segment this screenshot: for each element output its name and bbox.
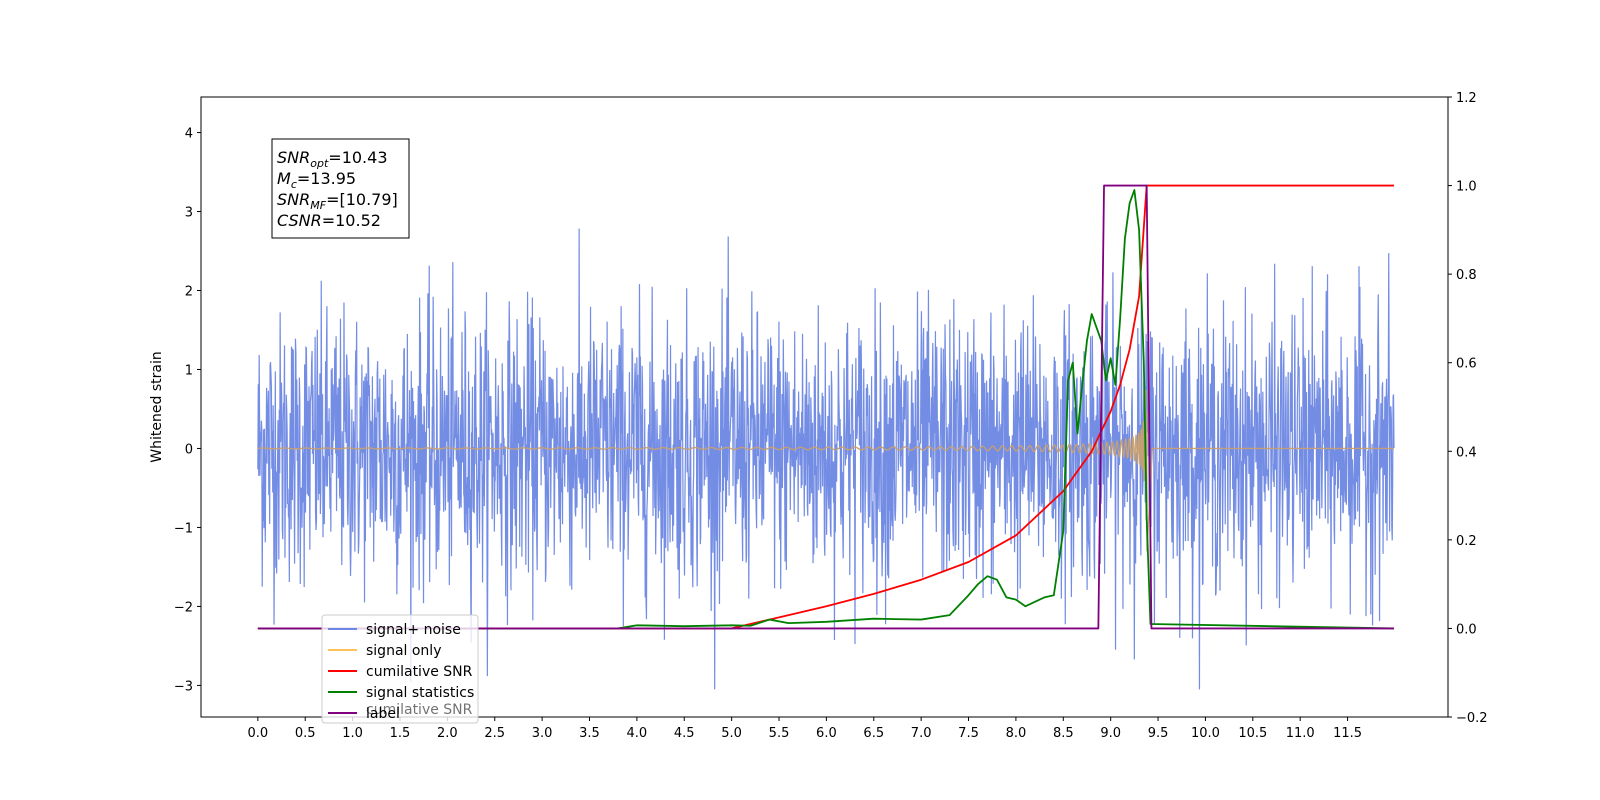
x-tick-label: 11.5 xyxy=(1333,726,1362,741)
x-tick-label: 0.0 xyxy=(248,726,269,741)
y2-tick-label: 1.0 xyxy=(1456,180,1477,195)
x-tick-label: 3.0 xyxy=(532,726,553,741)
x-tick-label: 6.0 xyxy=(816,726,837,741)
legend-label: signal only xyxy=(366,643,441,659)
x-tick-label: 10.0 xyxy=(1191,726,1220,741)
legend: cumilative SNR signal+ noise signal only cu… xyxy=(321,614,479,724)
legend-label: signal statistics xyxy=(366,685,474,701)
x-tick-label: 2.0 xyxy=(437,726,458,741)
x-tick-label: 9.5 xyxy=(1148,726,1169,741)
x-tick-label: 10.5 xyxy=(1238,726,1267,741)
y-axis-left: −3 −2 −1 0 1 2 3 4 xyxy=(174,127,201,694)
y2-tick-label: −0.2 xyxy=(1456,711,1488,726)
x-tick-label: 0.5 xyxy=(295,726,316,741)
x-tick-label: 8.0 xyxy=(1006,726,1027,741)
x-tick-label: 5.5 xyxy=(769,726,790,741)
x-tick-label: 1.5 xyxy=(390,726,411,741)
y-tick-label: 3 xyxy=(185,206,193,221)
x-tick-label: 7.5 xyxy=(958,726,979,741)
legend-label: cumilative SNR xyxy=(366,664,473,680)
x-tick-label: 11.0 xyxy=(1286,726,1315,741)
y-tick-label: 1 xyxy=(185,363,193,378)
info-line: Mc=13.95 xyxy=(277,169,356,191)
series-signal-only xyxy=(257,389,1394,552)
series-cumilative-snr xyxy=(257,184,1394,630)
stats-info-box: SNRopt=10.43Mc=13.95SNRMF=[10.79]CSNR=10… xyxy=(271,138,410,239)
legend-ghost-text: cumilative SNR xyxy=(366,702,473,718)
y2-tick-label: 0.6 xyxy=(1456,357,1477,372)
y-tick-label: −1 xyxy=(174,521,193,536)
series-label xyxy=(257,184,1394,630)
x-tick-label: 3.5 xyxy=(579,726,600,741)
legend-label: signal+ noise xyxy=(366,622,461,638)
y2-tick-label: 0.4 xyxy=(1456,445,1477,460)
y-axis-label: Whitened strain xyxy=(149,351,165,462)
y2-tick-label: 0.2 xyxy=(1456,534,1477,549)
info-line: CSNR=10.52 xyxy=(277,211,381,230)
info-line: SNRopt=10.43 xyxy=(277,148,388,170)
y-tick-label: 2 xyxy=(185,285,193,300)
x-tick-label: 6.5 xyxy=(863,726,884,741)
x-tick-label: 9.0 xyxy=(1100,726,1121,741)
y-axis-right: −0.2 0.0 0.2 0.4 0.6 0.8 1.0 1.2 xyxy=(1448,91,1488,726)
y2-tick-label: 0.0 xyxy=(1456,622,1477,637)
series-signal-statistics xyxy=(257,189,1395,630)
y2-tick-label: 0.8 xyxy=(1456,268,1477,283)
plot-frame xyxy=(200,96,1449,718)
legend-frame xyxy=(321,614,479,724)
x-tick-label: 4.5 xyxy=(674,726,695,741)
y2-tick-label: 1.2 xyxy=(1456,91,1477,106)
x-tick-label: 8.5 xyxy=(1053,726,1074,741)
y-tick-label: 0 xyxy=(185,442,193,457)
y-tick-label: −2 xyxy=(174,600,193,615)
legend-label: label xyxy=(366,706,400,722)
x-axis: 0.0 0.5 1.0 1.5 2.0 2.5 3.0 3.5 4.0 4.5 5.0 5.5 6.0 6… xyxy=(248,717,1362,741)
x-tick-label: 7.0 xyxy=(911,726,932,741)
info-line: SNRMF=[10.79] xyxy=(277,190,398,212)
x-tick-label: 1.0 xyxy=(342,726,363,741)
x-tick-label: 4.0 xyxy=(627,726,648,741)
x-tick-label: 2.5 xyxy=(484,726,505,741)
series-layer xyxy=(257,184,1395,690)
y-tick-label: −3 xyxy=(174,679,193,694)
y-tick-label: 4 xyxy=(185,127,193,142)
series-signal-noise xyxy=(257,228,1395,690)
info-box-frame xyxy=(271,138,410,239)
x-tick-label: 5.0 xyxy=(721,726,742,741)
